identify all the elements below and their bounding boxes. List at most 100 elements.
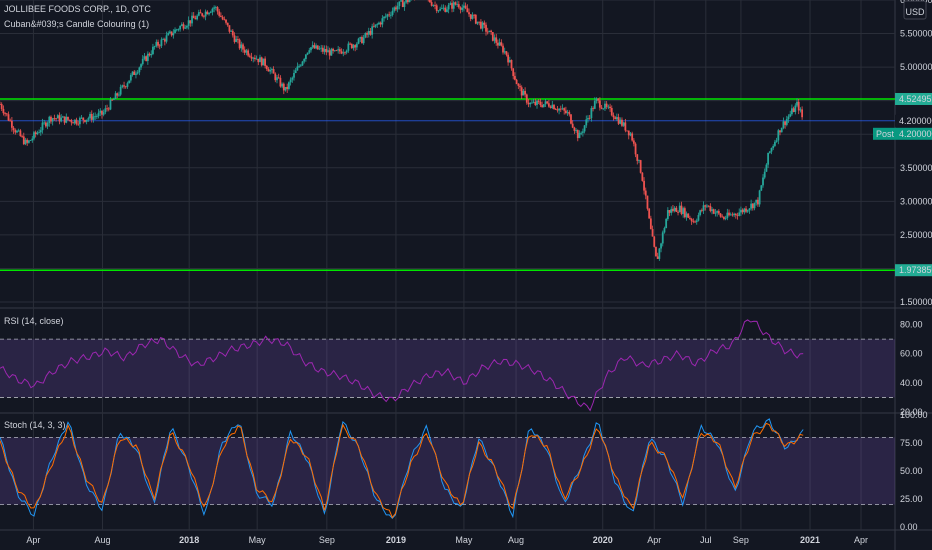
- candle-body: [0, 104, 3, 109]
- candle-body: [206, 11, 209, 15]
- candle-body: [520, 87, 523, 96]
- osc-tick-label: 0.00: [900, 522, 918, 532]
- candle-body: [721, 216, 724, 218]
- candle-body: [338, 49, 341, 52]
- candle-body: [106, 108, 108, 110]
- candle-body: [463, 5, 465, 8]
- candle-body: [4, 113, 6, 114]
- candle-body: [184, 27, 187, 29]
- candle-body: [699, 210, 702, 216]
- candle-body: [609, 106, 611, 108]
- candle-body: [252, 57, 255, 59]
- price-tick-label: 2.500000: [900, 230, 932, 240]
- candle-body: [439, 8, 442, 11]
- candle-body: [395, 7, 397, 10]
- series-line: [0, 319, 804, 412]
- candle-body: [456, 4, 459, 5]
- candle-body: [9, 120, 12, 122]
- candle-body: [581, 131, 584, 133]
- candle-body: [536, 100, 538, 105]
- candle-body: [282, 83, 285, 91]
- candle-body: [274, 73, 277, 81]
- candle-body: [736, 215, 739, 216]
- candle-body: [379, 22, 382, 25]
- candle-body: [514, 76, 516, 80]
- candle-body: [719, 213, 722, 217]
- candle-body: [12, 127, 15, 131]
- currency-badge[interactable]: [903, 0, 927, 20]
- candle-body: [505, 51, 508, 55]
- candle-body: [124, 86, 127, 88]
- candle-body: [401, 0, 404, 8]
- candle-body: [349, 43, 351, 45]
- candle-body: [768, 151, 771, 153]
- candle-body: [610, 107, 613, 116]
- candle-body: [220, 15, 222, 17]
- candle-body: [566, 112, 569, 114]
- candle-body: [522, 90, 525, 96]
- candle-body: [692, 221, 695, 223]
- candle-body: [683, 208, 686, 218]
- candle-body: [638, 160, 640, 161]
- candle-body: [355, 43, 358, 48]
- candle-body: [146, 53, 149, 62]
- candle-body: [303, 59, 306, 62]
- candle-body: [748, 208, 751, 211]
- candle-body: [398, 1, 401, 7]
- candle-body: [440, 8, 443, 10]
- price-tick-label: 5.500000: [900, 29, 932, 39]
- candle-body: [16, 130, 18, 133]
- candle-body: [709, 205, 712, 211]
- candle-body: [60, 117, 63, 122]
- price-tick-label: 3.500000: [900, 163, 932, 173]
- time-axis[interactable]: Apr Aug 2018 May Sep 2019 May Aug 2020 Apr Jul Sep 2…: [26, 535, 868, 545]
- candle-body: [717, 211, 720, 214]
- candle-body: [656, 256, 659, 259]
- candle-body: [248, 55, 251, 57]
- osc-tick-label: 75.00: [900, 438, 923, 448]
- candle-body: [801, 109, 804, 118]
- candle-body: [457, 4, 460, 8]
- candle-body: [386, 14, 389, 17]
- candle-body: [65, 116, 68, 123]
- candle-body: [162, 39, 165, 41]
- candle-body: [478, 21, 481, 23]
- last-price-label: 4.200000: [899, 129, 932, 139]
- candle-body: [573, 127, 576, 131]
- price-tick-label: 3.000000: [900, 196, 932, 206]
- candle-body: [689, 217, 691, 219]
- candle-body: [277, 77, 280, 79]
- candle-body: [743, 208, 746, 213]
- candle-body: [284, 86, 287, 91]
- candle-body: [119, 86, 122, 95]
- candle-body: [245, 50, 248, 53]
- candle-body: [452, 2, 455, 9]
- candle-body: [728, 212, 730, 216]
- candle-body: [626, 130, 628, 132]
- candle-body: [491, 32, 494, 41]
- horizontal-level-lines: [0, 98, 895, 271]
- candle-body: [799, 109, 802, 111]
- candle-body: [564, 110, 567, 114]
- candle-body: [583, 125, 586, 132]
- time-tick-label: Aug: [508, 535, 524, 545]
- candle-body: [84, 120, 86, 122]
- candle-body: [598, 100, 601, 108]
- candle-body: [143, 56, 146, 59]
- candle-body: [38, 132, 40, 134]
- candle-body: [559, 108, 562, 110]
- candle-body: [680, 205, 683, 214]
- candle-body: [774, 141, 776, 146]
- candle-body: [44, 122, 47, 127]
- time-tick-label: 2018: [179, 535, 199, 545]
- candle-body: [51, 118, 54, 122]
- candle-body: [576, 130, 579, 139]
- price-tick-label: 1.500000: [900, 297, 932, 307]
- candle-body: [304, 54, 307, 60]
- candle-body: [738, 212, 741, 216]
- candle-body: [107, 108, 110, 110]
- candle-body: [87, 118, 90, 120]
- candle-body: [794, 105, 797, 112]
